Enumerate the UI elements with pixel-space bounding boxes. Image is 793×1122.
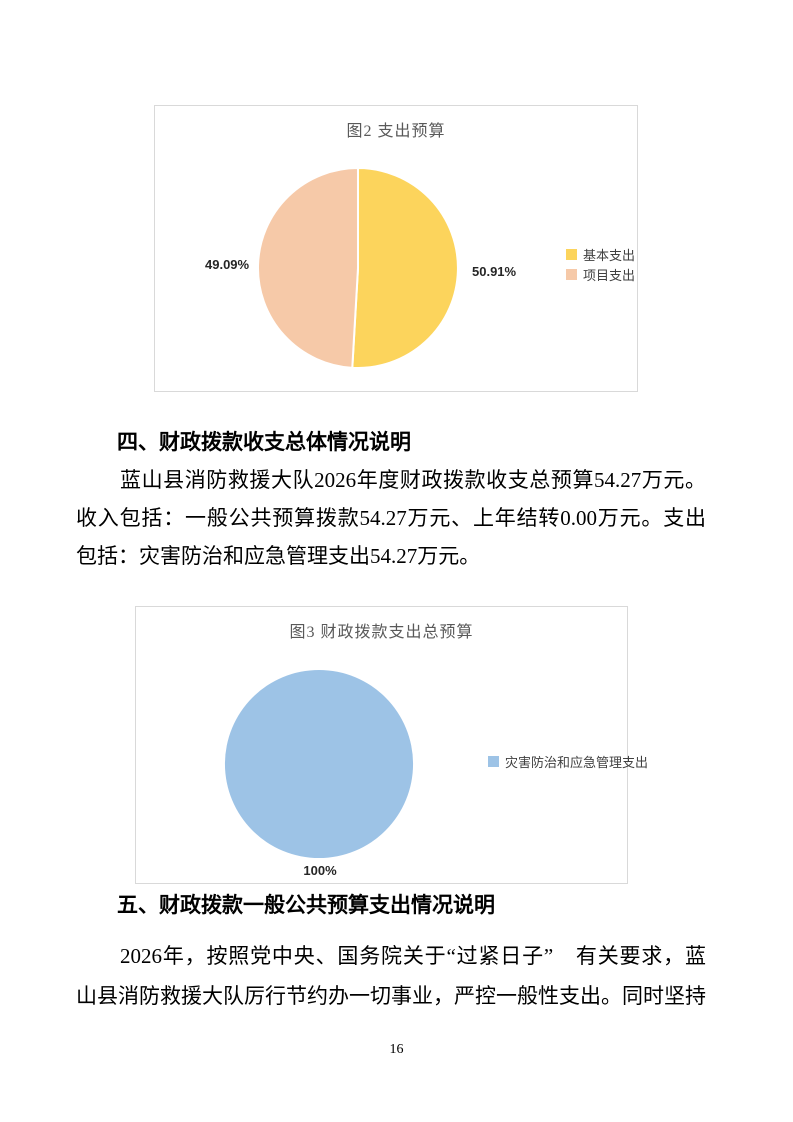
figure2-chart: 图2 支出预算 49.09% 50.91% 基本支出 项目支出 (154, 105, 638, 392)
figure2-label-project-expense: 49.09% (205, 257, 250, 272)
section5-paragraph: 2026年，按照党中央、国务院关于“过紧日子” 有关要求，蓝 山县消防救援大队厉… (76, 936, 706, 1016)
legend-label: 灾害防治和应急管理支出 (505, 754, 649, 770)
figure2-title: 图2 支出预算 (346, 123, 446, 140)
figure3-legend: 灾害防治和应急管理支出 (488, 751, 648, 771)
legend-item: 基本支出 (566, 244, 635, 264)
paragraph-line: 包括：灾害防治和应急管理支出54.27万元。 (76, 544, 481, 568)
figure3-chart: 图3 财政拨款支出总预算 100% 灾害防治和应急管理支出 (135, 606, 648, 884)
paragraph-line: 山县消防救援大队厉行节约办一切事业，严控一般性支出。同时坚持 (76, 984, 706, 1008)
figure3-title: 图3 财政拨款支出总预算 (289, 624, 474, 641)
figure2-label-basic-expense: 50.91% (472, 264, 517, 279)
page-number: 16 (389, 1042, 404, 1057)
legend-label: 项目支出 (583, 267, 636, 283)
legend-swatch-icon (488, 755, 499, 767)
legend-item: 项目支出 (566, 264, 635, 284)
figure2-pie (257, 167, 459, 369)
legend-swatch-icon (566, 248, 577, 260)
figure3-label-total: 100% (303, 863, 337, 878)
legend-swatch-icon (566, 268, 577, 280)
figure2-legend: 基本支出 项目支出 (566, 244, 635, 284)
legend-label: 基本支出 (583, 247, 636, 263)
paragraph-line: 2026年，按照党中央、国务院关于“过紧日子” 有关要求，蓝 (120, 944, 706, 968)
legend-item: 灾害防治和应急管理支出 (488, 751, 648, 771)
section5-heading: 五、财政拨款一般公共预算支出情况说明 (117, 894, 495, 917)
figure3-pie (224, 669, 414, 859)
paragraph-line: 蓝山县消防救援大队2026年度财政拨款收支总预算54.27万元。 (120, 468, 706, 492)
section4-heading: 四、财政拨款收支总体情况说明 (117, 431, 411, 454)
paragraph-line: 收入包括：一般公共预算拨款54.27万元、上年结转0.00万元。支出 (76, 506, 706, 530)
section4-paragraph: 蓝山县消防救援大队2026年度财政拨款收支总预算54.27万元。 收入包括：一般… (76, 461, 706, 575)
